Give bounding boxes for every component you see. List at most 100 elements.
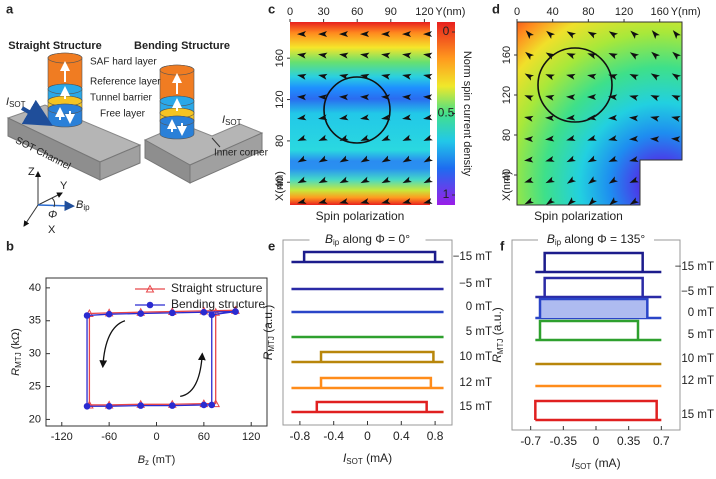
field-arrow bbox=[402, 114, 412, 121]
title-bg bbox=[309, 232, 426, 247]
x-axis-label-part: I bbox=[571, 456, 575, 470]
layer-label: Free layer bbox=[100, 109, 146, 120]
y-axis-label-part: (a.u.) bbox=[490, 307, 504, 338]
field-arrow bbox=[360, 94, 370, 101]
structure-title: Straight Structure bbox=[8, 40, 102, 52]
layer-label: Tunnel barrier bbox=[90, 93, 153, 104]
series-line bbox=[88, 309, 236, 406]
panel-label: a bbox=[6, 1, 14, 16]
field-arrow bbox=[297, 134, 307, 141]
colorbar-tick-label: 1 bbox=[443, 187, 450, 201]
field-arrow bbox=[339, 176, 349, 184]
x-axis-label: Bz (mT) bbox=[138, 454, 176, 467]
field-arrow bbox=[566, 176, 576, 184]
x-tick-label: 0 bbox=[364, 429, 371, 443]
x-axis-label: Y(nm) bbox=[671, 6, 701, 18]
current-label: ISOT bbox=[6, 96, 26, 109]
y-axis-label-part: MTJ bbox=[14, 352, 23, 368]
field-arrow bbox=[318, 198, 328, 204]
field-arrow bbox=[588, 197, 597, 206]
field-arrow bbox=[318, 155, 328, 163]
y-tick-label: 20 bbox=[29, 413, 41, 425]
marker bbox=[105, 310, 113, 318]
current-label-part: I bbox=[6, 96, 9, 108]
field-arrow bbox=[297, 155, 307, 163]
series-label: −5 mT bbox=[459, 278, 492, 290]
y-tick-label: 120 bbox=[274, 90, 286, 108]
field-arrow bbox=[671, 73, 681, 81]
hysteresis-loop bbox=[534, 399, 658, 420]
hysteresis-loop bbox=[319, 350, 435, 362]
x-axis-label-part: (mA) bbox=[363, 451, 392, 465]
series-label: 10 mT bbox=[681, 353, 714, 365]
field-arrow bbox=[566, 31, 576, 39]
field-arrow bbox=[402, 52, 412, 59]
x-axis-label-part: SOT bbox=[575, 462, 592, 471]
layer-top bbox=[47, 103, 83, 115]
field-arrow bbox=[608, 135, 618, 141]
field-arrow bbox=[318, 30, 328, 37]
field-arrow bbox=[587, 53, 597, 60]
series-label: 0 mT bbox=[688, 307, 714, 319]
field-arrow bbox=[546, 30, 555, 39]
caption: Spin polarization bbox=[316, 209, 405, 223]
field-arrow bbox=[360, 155, 370, 163]
current-label-part: SOT bbox=[9, 100, 26, 109]
x-tick-label: 90 bbox=[385, 6, 397, 18]
x-axis-label-part: SOT bbox=[346, 457, 363, 466]
layer-label: SAF hard layer bbox=[90, 57, 157, 68]
y-axis-label-part: R bbox=[261, 351, 275, 360]
field-arrow bbox=[608, 176, 618, 184]
schematic: a Straight Structure Bending Structure S… bbox=[6, 1, 269, 235]
field-arrow bbox=[297, 176, 307, 184]
field-arrow bbox=[423, 176, 433, 184]
leader bbox=[211, 137, 221, 148]
y-axis-label-part: (kΩ) bbox=[10, 328, 22, 352]
panel-label: e bbox=[268, 238, 275, 253]
field-arrow bbox=[381, 30, 391, 37]
field-arrow bbox=[381, 73, 391, 80]
field-arrow bbox=[381, 155, 391, 163]
y-tick-label: 80 bbox=[274, 135, 286, 147]
x-tick-label: 0.35 bbox=[617, 434, 641, 448]
field-arrow bbox=[629, 73, 639, 81]
x-axis-label: Y(nm) bbox=[435, 6, 465, 18]
field-arrow bbox=[629, 52, 639, 60]
panel-title-part: ip bbox=[333, 238, 340, 247]
field-arrow bbox=[566, 73, 576, 80]
field-arrow bbox=[402, 134, 412, 141]
field-arrow bbox=[671, 136, 681, 143]
legend-label: Bending structure bbox=[171, 297, 265, 311]
y-tick-label: 40 bbox=[29, 282, 41, 294]
field-arrow bbox=[402, 198, 412, 204]
panel-title-part: B bbox=[325, 232, 333, 246]
series-label: 5 mT bbox=[688, 329, 714, 341]
field-arrow bbox=[650, 95, 660, 102]
marker bbox=[232, 308, 239, 315]
field-arrow bbox=[423, 134, 433, 141]
hysteresis-loop bbox=[302, 250, 437, 262]
hysteresis-loop bbox=[315, 400, 428, 412]
field-arrow bbox=[608, 94, 618, 101]
panel-title-part: B bbox=[547, 232, 555, 246]
field-arrow bbox=[423, 155, 433, 163]
x-tick-label: -0.7 bbox=[520, 434, 541, 448]
marker bbox=[137, 310, 145, 317]
series-label: 12 mT bbox=[459, 377, 492, 389]
x-tick-label: 60 bbox=[351, 6, 363, 18]
x-tick-label: -0.35 bbox=[550, 434, 578, 448]
field-arrow bbox=[524, 95, 534, 102]
marker bbox=[83, 402, 91, 410]
current-label: ISOT bbox=[222, 114, 242, 127]
x-tick-label: 0 bbox=[514, 6, 520, 18]
y-axis-label: RMTJ (a.u.) bbox=[490, 307, 505, 363]
series-label: 15 mT bbox=[681, 409, 714, 421]
x-axis-label: ISOT (mA) bbox=[571, 456, 620, 471]
pillar bbox=[159, 64, 195, 140]
x-tick-label: 120 bbox=[615, 6, 633, 18]
marker bbox=[137, 402, 145, 409]
panel-label: d bbox=[492, 1, 500, 16]
field-arrow bbox=[297, 52, 307, 59]
panel-label: c bbox=[268, 1, 275, 16]
y-tick-label: 25 bbox=[29, 380, 41, 392]
